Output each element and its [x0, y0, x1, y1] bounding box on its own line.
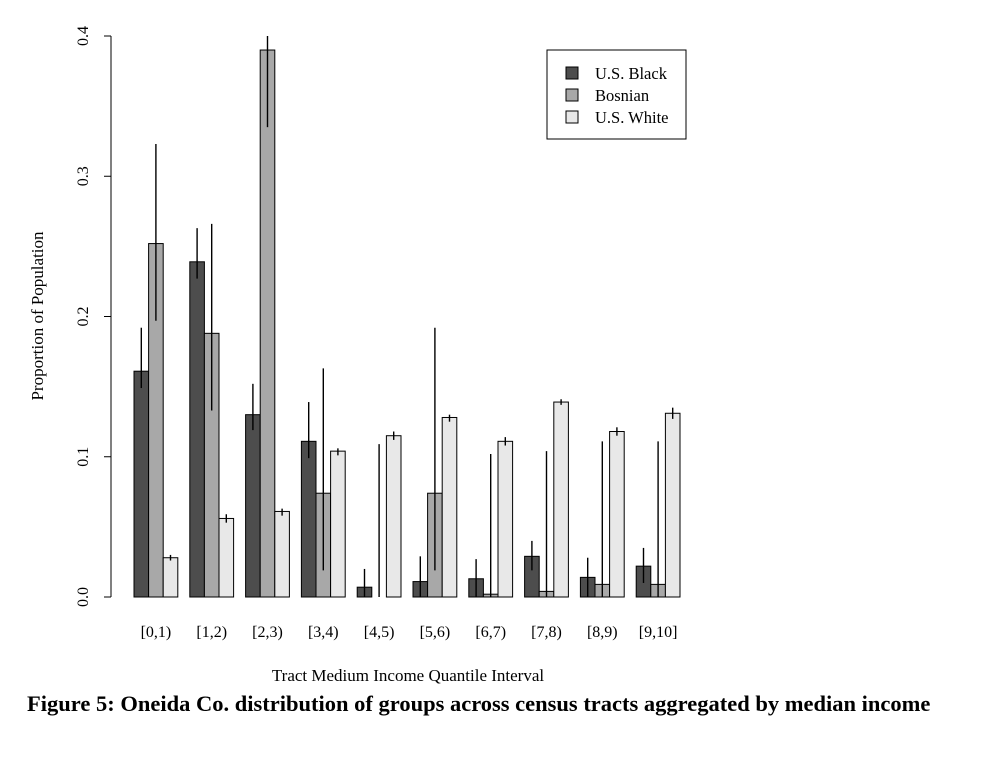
x-tick-label: [8,9): [587, 624, 618, 641]
bar: [385, 435, 402, 598]
bar: [133, 370, 150, 598]
x-tick-label: [2,3): [252, 624, 283, 641]
legend-entry: Bosnian: [595, 86, 649, 105]
error-bars: [140, 36, 674, 597]
x-tick-label: [6,7): [475, 624, 506, 641]
bar: [162, 557, 179, 598]
bar: [259, 49, 276, 598]
x-tick-label: [0,1): [141, 624, 172, 641]
bars: [133, 49, 681, 598]
bar: [189, 261, 205, 598]
legend-entry: U.S. White: [595, 108, 669, 127]
bar: [553, 401, 569, 598]
x-tick-labels: [0,1) [1,2) [2,3) [3,4) [4,5) [5,6) [6,7) [7,8)…: [141, 624, 678, 641]
bar: [245, 414, 261, 598]
bar-chart: 0.0 0.1 0.2 0.3 0.4 [0,1) [1,2) [2,3) [3,4) [4,5…: [28, 26, 687, 685]
bar: [218, 517, 235, 598]
legend-swatch: [565, 110, 579, 124]
legend: U.S. Black Bosnian U.S. White: [546, 49, 687, 140]
x-axis-label: Tract Medium Income Quantile Interval: [272, 666, 545, 685]
x-tick-label: [4,5): [364, 624, 395, 641]
figure-caption: Figure 5: Oneida Co. distribution of gro…: [27, 691, 931, 716]
legend-swatch: [565, 66, 579, 80]
y-axis: 0.0 0.1 0.2 0.3 0.4: [75, 26, 112, 607]
x-tick-label: [5,6): [420, 624, 451, 641]
bar: [330, 450, 346, 598]
bar: [497, 440, 514, 598]
y-tick-label: 0.3: [75, 166, 92, 186]
legend-entry: U.S. Black: [595, 64, 668, 83]
bar: [664, 412, 681, 598]
y-tick-label: 0.4: [75, 26, 92, 46]
x-tick-label: [1,2): [196, 624, 227, 641]
y-tick-label: 0.0: [75, 587, 92, 607]
y-axis-label: Proportion of Population: [28, 231, 47, 401]
legend-swatch: [565, 88, 579, 102]
y-tick-label: 0.1: [75, 447, 92, 467]
bar: [300, 440, 317, 598]
bar: [441, 416, 458, 598]
x-tick-label: [7,8): [531, 624, 562, 641]
bar: [274, 510, 290, 598]
x-tick-label: [9,10]: [639, 624, 678, 641]
y-tick-label: 0.2: [75, 307, 92, 327]
bar: [609, 431, 625, 598]
x-tick-label: [3,4): [308, 624, 339, 641]
